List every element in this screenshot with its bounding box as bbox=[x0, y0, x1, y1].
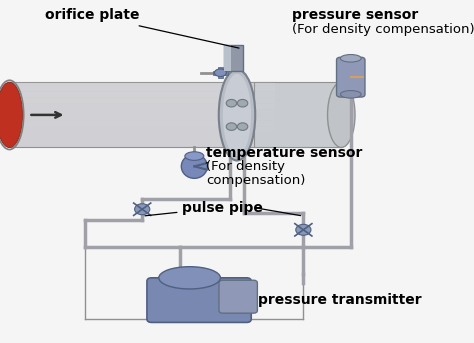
Text: temperature sensor: temperature sensor bbox=[206, 146, 363, 163]
Polygon shape bbox=[224, 45, 243, 71]
Bar bbox=[9, 127, 275, 132]
Ellipse shape bbox=[135, 204, 150, 215]
Text: (For density compensation): (For density compensation) bbox=[292, 23, 474, 36]
Ellipse shape bbox=[340, 91, 361, 98]
Bar bbox=[9, 104, 275, 109]
FancyBboxPatch shape bbox=[337, 57, 365, 97]
Ellipse shape bbox=[237, 123, 248, 130]
Polygon shape bbox=[9, 82, 275, 147]
Bar bbox=[9, 80, 275, 85]
Bar bbox=[9, 133, 275, 138]
Bar bbox=[218, 67, 223, 71]
Bar bbox=[9, 98, 275, 103]
Polygon shape bbox=[254, 82, 341, 147]
Bar bbox=[9, 116, 275, 120]
Bar bbox=[213, 71, 219, 75]
Ellipse shape bbox=[328, 82, 355, 147]
Ellipse shape bbox=[0, 82, 23, 147]
Bar bbox=[9, 110, 275, 115]
Ellipse shape bbox=[181, 154, 207, 178]
Bar bbox=[9, 121, 275, 126]
Text: pressure sensor: pressure sensor bbox=[292, 9, 418, 22]
Text: (For density: (For density bbox=[206, 160, 285, 173]
Ellipse shape bbox=[226, 123, 237, 130]
Text: pulse pipe: pulse pipe bbox=[145, 201, 264, 216]
Ellipse shape bbox=[223, 74, 251, 156]
Text: pressure transmitter: pressure transmitter bbox=[258, 293, 422, 307]
Ellipse shape bbox=[237, 99, 248, 107]
Ellipse shape bbox=[214, 69, 227, 76]
FancyBboxPatch shape bbox=[219, 280, 257, 313]
Bar bbox=[9, 92, 275, 97]
FancyBboxPatch shape bbox=[147, 278, 251, 322]
Bar bbox=[9, 86, 275, 91]
Ellipse shape bbox=[226, 99, 237, 107]
Ellipse shape bbox=[340, 55, 361, 62]
Bar bbox=[222, 71, 228, 75]
Ellipse shape bbox=[219, 69, 255, 161]
Text: orifice plate: orifice plate bbox=[46, 9, 239, 48]
Polygon shape bbox=[224, 45, 231, 71]
Ellipse shape bbox=[296, 224, 311, 235]
Ellipse shape bbox=[185, 152, 204, 161]
Ellipse shape bbox=[159, 267, 220, 289]
Bar bbox=[218, 74, 223, 78]
Text: compensation): compensation) bbox=[206, 174, 306, 187]
